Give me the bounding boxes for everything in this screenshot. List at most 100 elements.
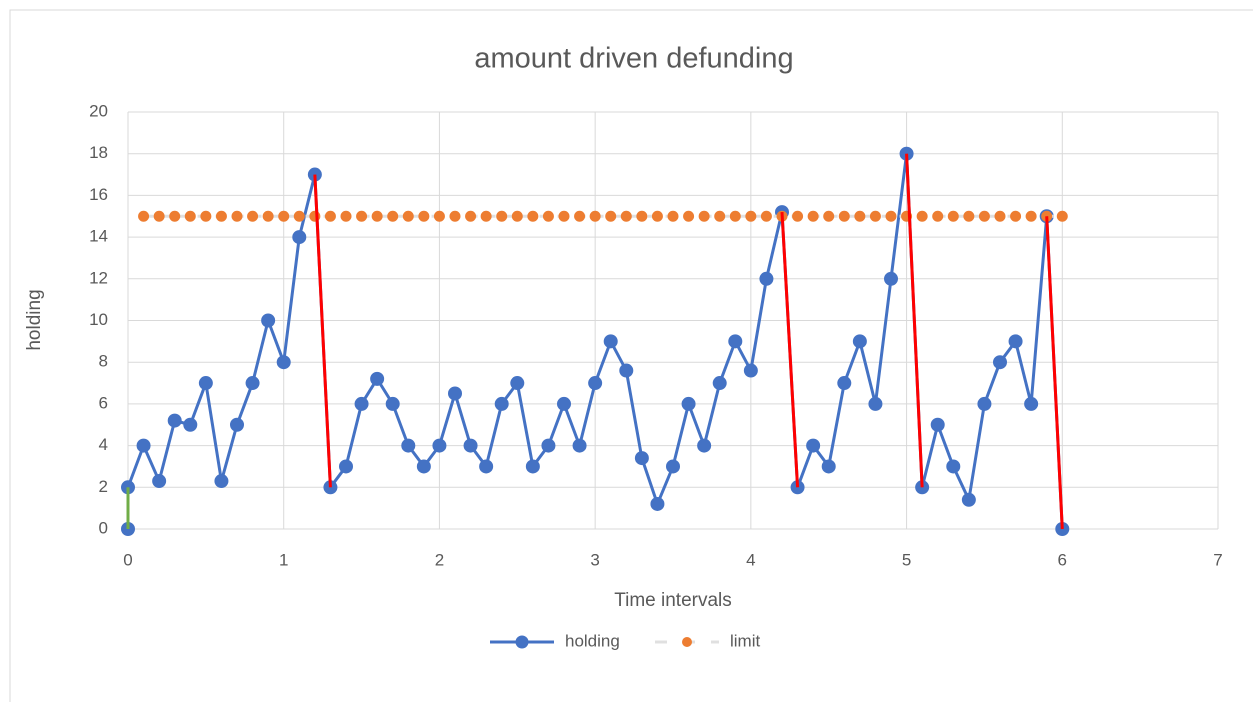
marker bbox=[932, 210, 944, 222]
series-line bbox=[780, 211, 800, 488]
y-tick-label: 2 bbox=[99, 477, 108, 496]
marker bbox=[1024, 396, 1039, 411]
series-line bbox=[126, 152, 1064, 530]
y-tick-label: 16 bbox=[89, 185, 108, 204]
marker bbox=[558, 210, 570, 222]
marker bbox=[994, 210, 1006, 222]
marker bbox=[557, 396, 571, 411]
marker bbox=[821, 459, 836, 474]
marker bbox=[1056, 210, 1068, 222]
marker bbox=[978, 210, 990, 222]
x-tick-label: 6 bbox=[1058, 550, 1067, 569]
marker bbox=[605, 210, 617, 222]
marker bbox=[167, 413, 182, 428]
marker bbox=[838, 210, 850, 222]
marker bbox=[448, 386, 462, 401]
marker bbox=[510, 376, 525, 391]
marker bbox=[745, 210, 757, 222]
x-axis-title: Time intervals bbox=[614, 590, 732, 611]
marker bbox=[930, 417, 945, 432]
marker bbox=[230, 417, 244, 432]
marker bbox=[200, 210, 212, 222]
marker bbox=[138, 210, 150, 222]
x-tick-label: 5 bbox=[902, 550, 911, 569]
marker bbox=[868, 396, 883, 411]
series-line bbox=[905, 153, 924, 488]
marker bbox=[449, 210, 461, 222]
marker bbox=[480, 210, 492, 222]
marker bbox=[946, 459, 961, 474]
marker bbox=[387, 210, 399, 222]
y-tick-label: 18 bbox=[89, 143, 108, 162]
marker bbox=[852, 334, 867, 349]
marker bbox=[261, 313, 276, 328]
marker bbox=[525, 459, 540, 474]
marker bbox=[947, 210, 959, 222]
marker bbox=[494, 396, 509, 411]
marker bbox=[743, 363, 758, 378]
y-tick-label: 0 bbox=[99, 518, 108, 537]
marker bbox=[354, 396, 369, 411]
marker bbox=[885, 210, 897, 222]
marker bbox=[728, 334, 743, 349]
series-line bbox=[313, 174, 332, 488]
marker bbox=[215, 210, 227, 222]
marker bbox=[620, 210, 632, 222]
chart-title: amount driven defunding bbox=[474, 43, 793, 75]
y-tick-label: 8 bbox=[99, 352, 108, 371]
marker bbox=[712, 376, 727, 391]
marker bbox=[432, 438, 447, 453]
marker bbox=[183, 417, 198, 432]
marker bbox=[603, 334, 618, 349]
marker bbox=[588, 376, 603, 391]
marker bbox=[278, 210, 290, 222]
marker bbox=[245, 376, 260, 391]
marker bbox=[806, 438, 821, 453]
marker bbox=[276, 355, 291, 370]
legend-label: holding bbox=[565, 631, 620, 650]
marker bbox=[340, 210, 352, 222]
marker bbox=[262, 210, 274, 222]
marker bbox=[697, 438, 712, 453]
marker bbox=[465, 210, 477, 222]
marker bbox=[463, 438, 478, 453]
marker bbox=[1008, 334, 1023, 349]
legend-marker bbox=[515, 635, 529, 649]
marker bbox=[634, 451, 649, 466]
marker bbox=[402, 210, 414, 222]
x-tick-label: 7 bbox=[1213, 550, 1222, 569]
legend-label: limit bbox=[730, 631, 760, 650]
marker bbox=[339, 459, 353, 474]
marker bbox=[416, 459, 431, 474]
marker bbox=[184, 210, 196, 222]
marker bbox=[371, 210, 383, 222]
marker bbox=[650, 496, 665, 511]
marker bbox=[961, 492, 976, 507]
marker bbox=[869, 210, 881, 222]
marker bbox=[837, 376, 852, 391]
marker bbox=[651, 210, 663, 222]
marker bbox=[136, 438, 151, 453]
marker bbox=[169, 210, 181, 222]
marker bbox=[698, 210, 710, 222]
marker bbox=[619, 363, 634, 378]
marker bbox=[589, 210, 601, 222]
x-tick-label: 2 bbox=[435, 550, 444, 569]
marker bbox=[884, 271, 898, 286]
y-tick-label: 20 bbox=[89, 101, 108, 120]
marker bbox=[993, 355, 1007, 370]
marker bbox=[666, 459, 680, 474]
marker bbox=[152, 474, 167, 489]
marker bbox=[823, 210, 835, 222]
marker bbox=[292, 230, 307, 245]
y-tick-label: 6 bbox=[99, 393, 108, 412]
marker bbox=[370, 371, 385, 386]
marker bbox=[714, 210, 726, 222]
marker bbox=[247, 210, 259, 222]
x-tick-label: 3 bbox=[590, 550, 599, 569]
marker bbox=[759, 271, 774, 286]
y-axis-title: holding bbox=[24, 289, 45, 350]
marker bbox=[496, 210, 508, 222]
marker bbox=[683, 210, 695, 222]
